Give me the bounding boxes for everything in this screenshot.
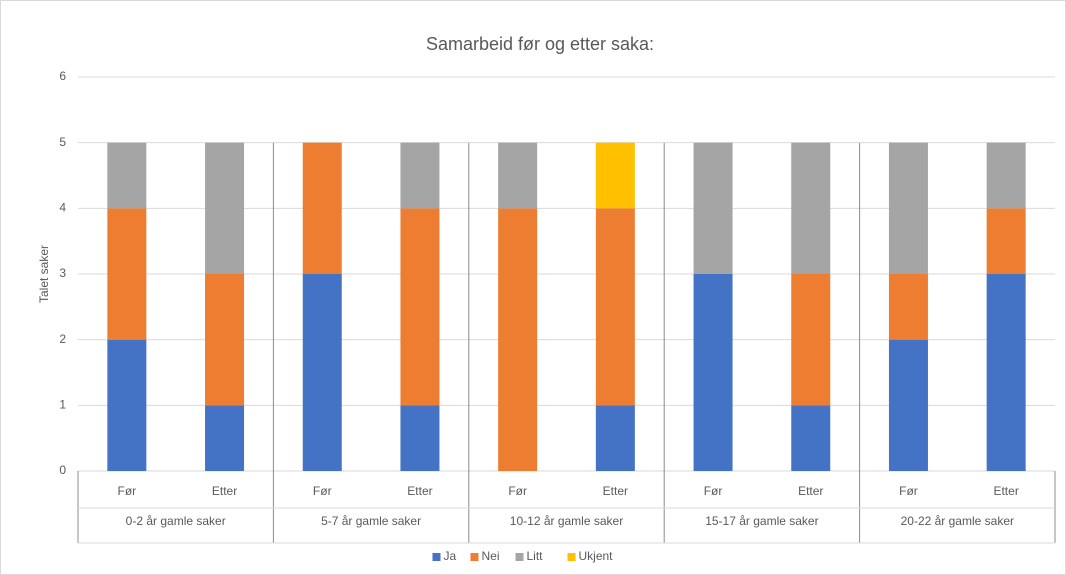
group-label: 10-12 år gamle saker bbox=[510, 514, 623, 528]
x-tick-label: Før bbox=[118, 484, 137, 498]
bar-segment bbox=[791, 405, 831, 471]
x-tick-label: Etter bbox=[603, 484, 628, 498]
bar-segment bbox=[205, 405, 245, 471]
group-label: 20-22 år gamle saker bbox=[901, 514, 1014, 528]
bar-segment bbox=[107, 339, 147, 471]
bar-segment bbox=[498, 208, 538, 472]
legend-label: Nei bbox=[482, 549, 500, 563]
bar-segment bbox=[400, 208, 440, 406]
legend-label: Ja bbox=[444, 549, 457, 563]
bar-segment bbox=[498, 142, 538, 209]
bar-segment bbox=[693, 142, 733, 274]
bar-segment bbox=[107, 208, 147, 340]
x-tick-label: Før bbox=[704, 484, 723, 498]
bar-segment bbox=[986, 274, 1026, 471]
legend-swatch bbox=[567, 553, 576, 561]
bar-segment bbox=[595, 405, 635, 471]
bar-segment bbox=[888, 274, 928, 340]
group-label: 5-7 år gamle saker bbox=[321, 514, 421, 528]
y-tick-label: 2 bbox=[59, 332, 66, 346]
group-label: 15-17 år gamle saker bbox=[705, 514, 818, 528]
legend-label: Litt bbox=[527, 549, 544, 563]
bar-segment bbox=[791, 274, 831, 406]
legend-label: Ukjent bbox=[579, 549, 614, 563]
y-tick-label: 3 bbox=[59, 266, 66, 280]
bar-segment bbox=[107, 142, 147, 209]
bar-segment bbox=[595, 208, 635, 406]
legend-swatch bbox=[515, 553, 524, 561]
x-tick-label: Etter bbox=[212, 484, 237, 498]
bar-segment bbox=[400, 405, 440, 471]
x-tick-label: Etter bbox=[407, 484, 432, 498]
group-label: 0-2 år gamle saker bbox=[126, 514, 226, 528]
y-tick-label: 0 bbox=[59, 463, 66, 477]
bar-segment bbox=[400, 142, 440, 209]
chart-title: Samarbeid før og etter saka: bbox=[426, 34, 654, 54]
y-tick-label: 5 bbox=[59, 135, 66, 149]
x-tick-label: Før bbox=[313, 484, 332, 498]
bar-segment bbox=[205, 274, 245, 406]
legend-swatch bbox=[432, 553, 441, 561]
x-tick-label: Etter bbox=[798, 484, 823, 498]
y-axis-label: Talet saker bbox=[37, 245, 51, 303]
bar-segment bbox=[888, 142, 928, 274]
y-tick-label: 6 bbox=[59, 69, 66, 83]
bar-segment bbox=[791, 142, 831, 274]
bar-segment bbox=[302, 142, 342, 274]
bar-segment bbox=[986, 142, 1026, 209]
bar-segment bbox=[302, 274, 342, 471]
bar-segment bbox=[693, 274, 733, 471]
y-tick-label: 4 bbox=[59, 201, 66, 215]
y-tick-label: 1 bbox=[59, 398, 66, 412]
legend-swatch bbox=[470, 553, 479, 561]
bar-segment bbox=[205, 142, 245, 274]
bar-segment bbox=[595, 142, 635, 209]
x-tick-label: Før bbox=[899, 484, 918, 498]
x-tick-label: Før bbox=[508, 484, 527, 498]
x-tick-label: Etter bbox=[993, 484, 1018, 498]
bar-segment bbox=[986, 208, 1026, 274]
bar-segment bbox=[888, 339, 928, 471]
